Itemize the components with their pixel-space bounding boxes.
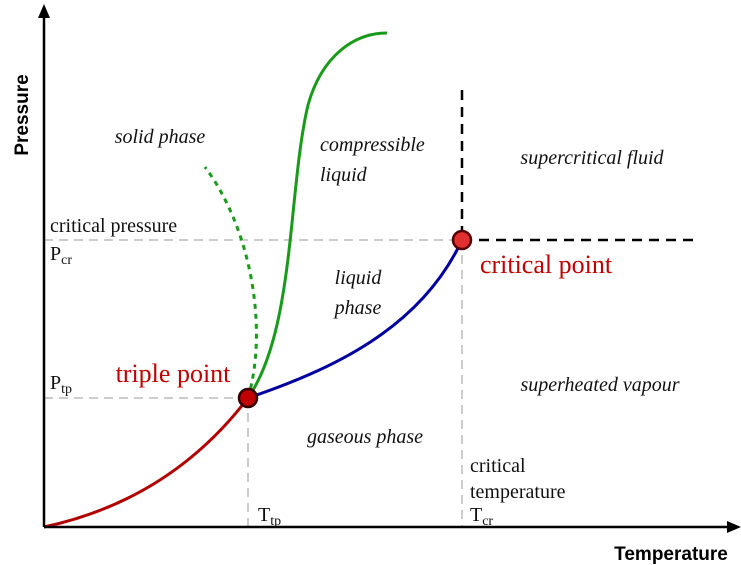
level-label: critical: [470, 455, 526, 477]
region-label: solid phase: [115, 126, 206, 148]
subscript: cr: [482, 514, 493, 529]
anomalous-melting-curve: [203, 166, 258, 399]
symbol: P: [50, 243, 61, 265]
level-label: temperature: [470, 481, 566, 503]
point-label: critical point: [480, 250, 613, 279]
supercritical-boundary: [460, 90, 695, 242]
level-label: Pcr: [50, 243, 72, 268]
region-label: supercritical fluid: [520, 147, 664, 169]
phase-curves: [43, 31, 464, 529]
subscript: cr: [61, 253, 72, 268]
subscript: tp: [61, 382, 72, 397]
symbol: T: [470, 504, 482, 526]
level-label: Ptp: [50, 372, 72, 397]
x-arrow: [727, 521, 741, 533]
subscript: tp: [270, 514, 281, 529]
level-label: Ttp: [258, 504, 281, 529]
symbol: P: [50, 372, 61, 394]
level-label: critical pressure: [50, 215, 177, 237]
region-label: gaseous phase: [307, 426, 423, 448]
critical-point: [451, 229, 473, 251]
reference-lines: [44, 239, 463, 527]
region-label: liquid: [335, 267, 383, 289]
point-label: triple point: [116, 359, 232, 388]
y-axis-label: Pressure: [12, 74, 33, 155]
y-arrow: [38, 4, 50, 18]
vaporization-curve: [247, 239, 464, 400]
x-axis-label: Temperature: [614, 544, 728, 565]
level-label: Tcr: [470, 504, 493, 529]
melting-curve: [246, 31, 388, 399]
triple-point: [237, 387, 259, 409]
symbol: T: [258, 504, 270, 526]
region-label: compressible: [320, 134, 425, 156]
axes: [42, 14, 735, 529]
region-label: superheated vapour: [520, 374, 679, 396]
region-label: liquid: [320, 164, 368, 186]
sublimation-curve: [43, 397, 250, 529]
region-label: phase: [333, 297, 382, 319]
